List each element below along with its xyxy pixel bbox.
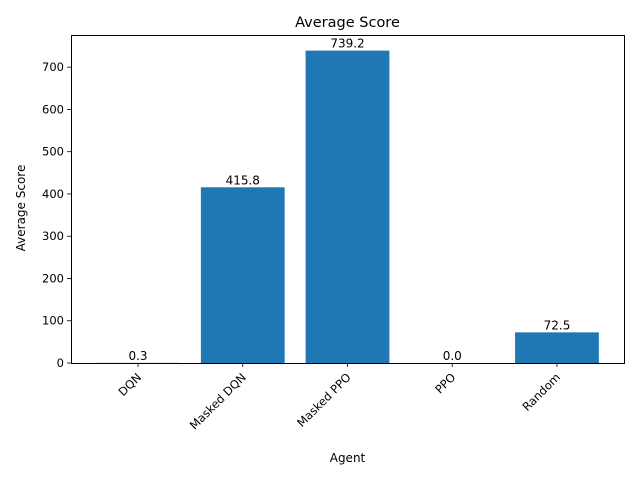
data-label: 72.5 xyxy=(544,318,571,332)
bar-masked-dqn xyxy=(200,187,285,363)
y-tick-label: 600 xyxy=(42,102,64,116)
y-tick-label: 100 xyxy=(42,314,64,328)
plot-frame xyxy=(71,35,625,364)
data-label: 0.3 xyxy=(128,349,147,363)
x-axis-label: Agent xyxy=(330,451,366,465)
x-tick-label: DQN xyxy=(116,370,145,399)
data-label: 415.8 xyxy=(226,173,260,187)
y-axis-ticks: 0 100 200 300 400 500 600 700 xyxy=(42,60,71,370)
x-tick-label: PPO xyxy=(432,370,458,396)
y-tick-label: 700 xyxy=(42,60,64,74)
x-tick-label: Masked DQN xyxy=(187,370,249,432)
x-tick-label: Masked PPO xyxy=(294,370,354,430)
x-axis-ticks: DQN Masked DQN Masked PPO PPO Random xyxy=(116,363,564,432)
bar-masked-ppo xyxy=(305,50,390,363)
y-axis-label: Average Score xyxy=(14,165,28,252)
data-labels-group: 0.3 415.8 739.2 0.0 72.5 xyxy=(128,37,570,363)
bar-random xyxy=(515,332,599,363)
y-tick-label: 300 xyxy=(42,229,64,243)
y-tick-label: 400 xyxy=(42,187,64,201)
y-tick-label: 200 xyxy=(42,271,64,285)
chart-title: Average Score xyxy=(295,15,400,31)
y-tick-label: 500 xyxy=(42,145,64,159)
x-tick-label: Random xyxy=(520,370,564,414)
bars-group xyxy=(96,50,599,363)
y-tick-label: 0 xyxy=(57,356,64,370)
data-label: 0.0 xyxy=(443,349,462,363)
data-label: 739.2 xyxy=(330,37,364,51)
